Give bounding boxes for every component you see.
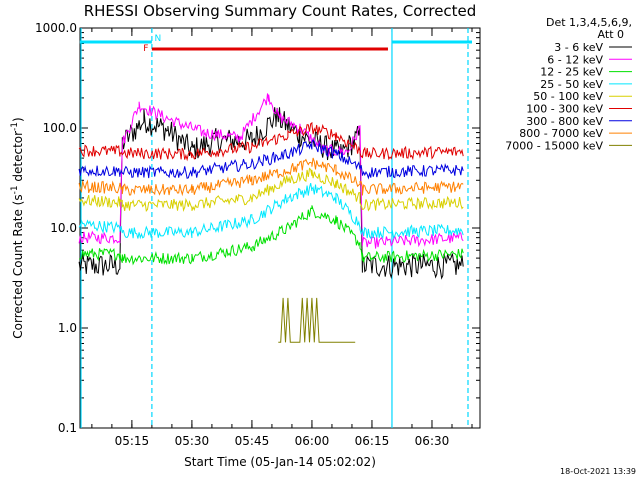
flag-bars: NF bbox=[79, 34, 472, 54]
x-tick-label: 05:45 bbox=[235, 434, 270, 448]
x-tick-label: 06:00 bbox=[295, 434, 330, 448]
x-axis-ticks: 05:15 05:30 05:45 06:00 06:15 06:30 bbox=[91, 28, 473, 448]
legend-entry-label: 25 - 50 keV bbox=[540, 78, 603, 91]
flag-label: N bbox=[155, 34, 162, 44]
legend-entry-label: 7000 - 15000 keV bbox=[505, 139, 603, 152]
series-line-0 bbox=[78, 107, 464, 280]
legend-entry-label: 12 - 25 keV bbox=[540, 66, 603, 79]
x-tick-label: 06:15 bbox=[355, 434, 390, 448]
chart-title: RHESSI Observing Summary Count Rates, Co… bbox=[84, 2, 477, 20]
y-tick-label: 1000.0 bbox=[35, 21, 77, 35]
y-axis-label: Corrected Count Rate (s-1 detector-1) bbox=[10, 117, 25, 338]
footer-timestamp: 18-Oct-2021 13:39 bbox=[560, 467, 636, 476]
y-axis-label-sup1: -1 bbox=[10, 185, 20, 194]
legend-entry-label: 6 - 12 keV bbox=[547, 53, 603, 66]
y-axis-label-main: Corrected Count Rate (s bbox=[11, 194, 25, 338]
series-line-6 bbox=[78, 138, 464, 180]
y-axis-label-end: ) bbox=[11, 117, 25, 122]
legend-entry-label: 50 - 100 keV bbox=[533, 90, 603, 103]
data-series bbox=[78, 93, 464, 343]
x-tick-label: 06:30 bbox=[415, 434, 450, 448]
y-axis-ticks: 0.1 1.0 10.0 100.0 1000.0 bbox=[35, 21, 480, 435]
legend-entry-label: 3 - 6 keV bbox=[554, 41, 603, 54]
series-line-5 bbox=[78, 121, 464, 162]
svg-text:Corrected Count Rate (s-1 dete: Corrected Count Rate (s-1 detector-1) bbox=[10, 117, 25, 338]
legend-entry-label: 300 - 800 keV bbox=[526, 115, 603, 128]
flag-label: F bbox=[143, 44, 148, 54]
y-axis-label-mid: detector bbox=[11, 131, 25, 186]
series-line-8 bbox=[278, 297, 356, 343]
series-line-7 bbox=[78, 157, 464, 197]
night-boundaries bbox=[80, 28, 469, 428]
series-line-3 bbox=[78, 182, 464, 240]
series-line-4 bbox=[78, 167, 464, 212]
x-tick-label: 05:30 bbox=[175, 434, 210, 448]
y-tick-label: 100.0 bbox=[43, 121, 77, 135]
y-axis-label-sup2: -1 bbox=[10, 122, 20, 131]
legend-entry-label: 100 - 300 keV bbox=[526, 103, 603, 116]
legend-entry-label: 800 - 7000 keV bbox=[519, 127, 603, 140]
series-line-1 bbox=[78, 93, 464, 249]
legend-header-line-1: Det 1,3,4,5,6,9, bbox=[546, 16, 632, 29]
x-axis-label: Start Time (05-Jan-14 05:02:02) bbox=[184, 455, 376, 469]
legend-header-line-2: Att 0 bbox=[598, 28, 624, 41]
series-line-2 bbox=[79, 205, 464, 266]
y-tick-label: 0.1 bbox=[58, 421, 77, 435]
y-tick-label: 10.0 bbox=[50, 221, 77, 235]
x-tick-label: 05:15 bbox=[115, 434, 150, 448]
y-tick-label: 1.0 bbox=[58, 321, 77, 335]
